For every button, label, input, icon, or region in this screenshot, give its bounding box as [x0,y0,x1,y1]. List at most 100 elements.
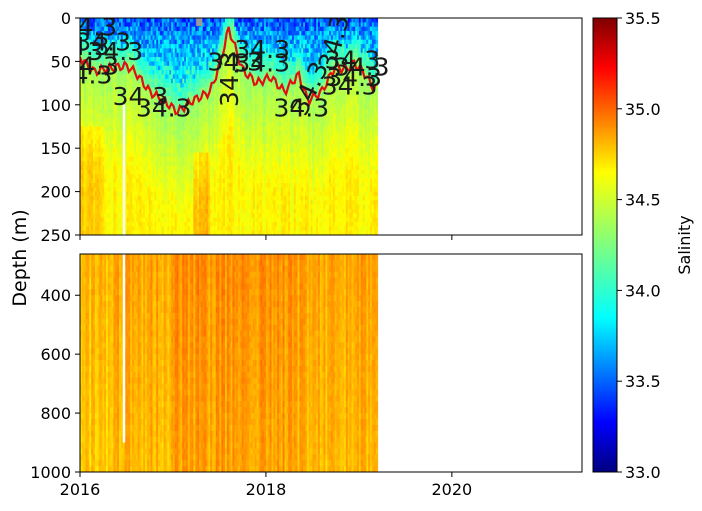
heatmap-cell [198,100,202,106]
heatmap-cell [120,178,124,184]
heatmap-cell [154,191,157,197]
heatmap-cell [245,22,248,28]
heatmap-cell [191,18,195,23]
heatmap-cell [154,117,157,123]
heatmap-cell [130,26,133,32]
heatmap-cell [132,100,135,106]
heatmap-cell [148,165,152,171]
heatmap-cell [161,39,165,45]
heatmap-cell [102,48,105,54]
heatmap-cell [223,208,226,214]
heatmap-cell [152,143,155,149]
heatmap-cell [241,187,245,193]
heatmap-cell [83,52,87,58]
heatmap-cell [202,74,206,80]
heatmap-cell [232,221,235,227]
heatmap-cell [264,208,267,214]
heatmap-cell [109,135,113,141]
heatmap-cell [228,230,232,235]
heatmap-cell [120,96,124,102]
heatmap-cell [204,126,208,132]
heatmap-cell [238,226,241,232]
heatmap-cell [169,31,172,36]
heatmap-cell [148,195,152,201]
heatmap-cell [180,152,183,158]
heatmap-cell [139,178,142,184]
heatmap-cell [187,200,191,206]
heatmap-cell [93,117,96,123]
heatmap-cell [87,139,90,145]
heatmap-cell [141,217,144,223]
heatmap-cell [120,100,124,106]
heatmap-cell [107,200,111,206]
heatmap-cell [87,195,90,201]
heatmap-cell [135,143,139,149]
heatmap-cell [238,26,241,32]
heatmap-cell [243,57,247,62]
heatmap-cell [187,26,191,32]
heatmap-cell [124,100,128,106]
heatmap-cell [102,230,105,235]
heatmap-cell [232,208,235,214]
heatmap-cell [98,156,102,162]
heatmap-cell [232,174,235,180]
heatmap-cell [132,78,135,84]
heatmap-cell [102,113,105,119]
heatmap-cell [171,195,174,201]
heatmap-cell [252,204,256,210]
heatmap-cell [245,213,248,219]
heatmap-cell [102,156,105,162]
heatmap-cell [80,87,83,93]
heatmap-cell [256,100,260,106]
heatmap-cell [154,65,157,71]
heatmap-cell [223,113,226,119]
heatmap-cell [111,174,115,180]
heatmap-cell [225,139,228,145]
heatmap-cell [236,91,239,97]
heatmap-cell [217,130,221,136]
heatmap-cell [262,57,265,62]
heatmap-cell [98,126,102,132]
heatmap-cell [98,87,102,93]
heatmap-cell [245,135,248,141]
heatmap-cell [111,230,115,235]
heatmap-cell [223,61,226,67]
heatmap-cell [111,156,115,162]
heatmap-cell [81,182,85,188]
heatmap-cell [145,230,148,235]
heatmap-cell [126,83,129,89]
heatmap-cell [234,217,237,223]
heatmap-cell [93,48,96,54]
heatmap-cell [180,148,183,154]
heatmap-cell [230,96,234,102]
heatmap-cell [180,182,183,188]
heatmap-cell [208,161,211,167]
heatmap-cell [96,200,100,206]
heatmap-cell [264,165,267,171]
heatmap-cell [182,87,185,93]
heatmap-cell [195,57,198,62]
heatmap-cell [243,221,247,227]
heatmap-cell [130,44,133,49]
heatmap-cell [204,113,208,119]
heatmap-cell [245,126,248,132]
heatmap-cell [171,174,174,180]
heatmap-cell [93,156,96,162]
heatmap-cell [113,135,116,141]
heatmap-cell [119,148,122,154]
heatmap-cell [109,87,113,93]
heatmap-cell [139,117,142,123]
heatmap-cell [120,165,124,171]
heatmap-cell [165,74,168,80]
heatmap-cell [163,87,167,93]
heatmap-cell [236,35,239,41]
heatmap-cell [146,35,150,41]
heatmap-cell [258,52,261,58]
heatmap-cell [107,100,111,106]
heatmap-cell [132,91,135,97]
heatmap-cell [106,61,109,67]
heatmap-cell [197,35,200,41]
heatmap-cell [91,152,94,158]
heatmap-cell [232,70,235,76]
heatmap-cell [111,100,115,106]
